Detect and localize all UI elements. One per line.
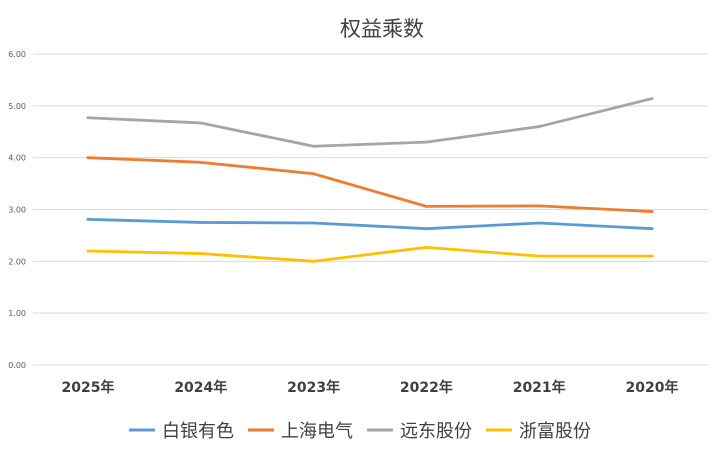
data-point (199, 121, 203, 125)
y-tick-label: 0.00 (8, 361, 26, 370)
data-point (537, 204, 541, 208)
series-lines (86, 97, 654, 263)
data-point (425, 245, 428, 249)
x-axis-ticks: 2025年 2024年 2023年 2022年 2021年 2020年 (62, 379, 679, 396)
x-tick-label: 2023年 (287, 379, 340, 396)
y-tick-label: 5.00 (8, 102, 26, 111)
data-point (199, 221, 203, 224)
series-4 (86, 245, 654, 263)
series-2 (86, 156, 654, 213)
data-point (312, 221, 315, 225)
series-line (86, 156, 654, 213)
y-tick-label: 6.00 (8, 50, 26, 59)
data-point (650, 254, 654, 258)
y-tick-label: 2.00 (8, 257, 26, 266)
data-point (199, 252, 203, 255)
data-point (425, 227, 428, 231)
data-point (86, 156, 90, 160)
data-point (86, 249, 90, 253)
legend-item: 白银有色 (129, 421, 234, 442)
data-point (199, 160, 203, 164)
data-point (425, 204, 428, 208)
legend-item: 浙富股份 (486, 421, 591, 442)
data-point (312, 144, 315, 148)
series-line (86, 245, 654, 263)
x-tick-label: 2025年 (62, 379, 115, 396)
data-point (86, 116, 90, 120)
series-line (86, 217, 654, 231)
data-point (312, 172, 315, 176)
data-point (312, 259, 315, 263)
chart-title: 权益乘数 (340, 17, 424, 41)
y-tick-label: 4.00 (8, 154, 26, 163)
x-tick-label: 2020年 (626, 379, 679, 396)
y-tick-label: 1.00 (8, 309, 26, 318)
gridlines (33, 53, 708, 366)
series-1 (86, 217, 654, 231)
legend: 白银有色 上海电气 远东股份 浙富股份 (129, 421, 591, 442)
data-point (537, 221, 541, 225)
legend-label: 浙富股份 (519, 421, 591, 442)
data-point (537, 125, 541, 128)
x-tick-label: 2022年 (400, 379, 453, 396)
data-point (425, 140, 428, 144)
y-tick-label: 3.00 (8, 206, 26, 215)
data-point (537, 254, 541, 258)
data-point (650, 210, 654, 213)
y-axis-ticks: 0.00 1.00 2.00 3.00 4.00 5.00 6.00 (8, 50, 26, 370)
data-point (650, 227, 654, 231)
legend-label: 白银有色 (162, 421, 234, 442)
legend-label: 远东股份 (400, 421, 472, 442)
series-3 (86, 97, 654, 148)
x-tick-label: 2024年 (174, 379, 227, 396)
data-point (650, 97, 654, 100)
x-tick-label: 2021年 (513, 379, 566, 396)
legend-label: 上海电气 (281, 421, 353, 442)
legend-item: 上海电气 (248, 421, 353, 442)
series-line (86, 97, 654, 148)
data-point (86, 217, 90, 221)
legend-item: 远东股份 (367, 421, 472, 442)
